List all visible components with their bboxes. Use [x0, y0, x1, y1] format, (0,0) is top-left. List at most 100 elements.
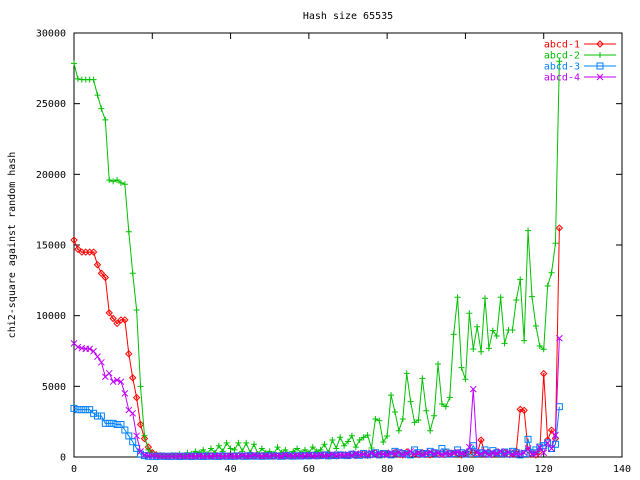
data-point [348, 432, 355, 439]
data-point [121, 426, 129, 434]
data-point [109, 314, 117, 323]
data-point [509, 326, 516, 333]
data-point [117, 378, 125, 386]
data-point [552, 240, 559, 247]
data-point [477, 450, 485, 458]
data-point [516, 450, 524, 458]
data-point [74, 343, 82, 351]
data-point [544, 282, 551, 289]
data-point [125, 228, 132, 235]
data-point [368, 449, 375, 457]
data-point [105, 309, 113, 317]
data-point [540, 449, 548, 457]
x-tick-label: 60 [303, 464, 315, 475]
data-point [208, 445, 214, 452]
data-point [544, 439, 551, 447]
data-point [450, 331, 457, 338]
data-point [532, 450, 540, 457]
data-point [141, 432, 148, 439]
data-point [552, 431, 559, 439]
data-point [481, 446, 489, 454]
data-point [422, 450, 430, 457]
data-point [454, 448, 461, 456]
data-point [423, 407, 430, 414]
data-point [337, 434, 344, 441]
data-point [364, 432, 371, 439]
data-point [278, 452, 285, 460]
legend-label: abcd-3 [544, 62, 580, 73]
data-point [231, 446, 238, 453]
data-point [391, 409, 398, 416]
data-point [438, 451, 446, 459]
data-point [597, 52, 603, 58]
data-point [113, 376, 121, 384]
data-point [129, 409, 137, 417]
axes: 0 5000 10000 15000 20000 25000 30000 0 20 40 60 80 1… [36, 29, 631, 476]
data-point [544, 439, 552, 447]
data-point [536, 443, 544, 451]
data-point [501, 340, 508, 347]
data-point [200, 446, 207, 453]
data-point [540, 346, 547, 353]
data-point [309, 444, 316, 451]
data-point [352, 450, 360, 457]
data-point [121, 390, 129, 397]
data-point [258, 445, 265, 452]
chart-title: Hash size 65535 [303, 11, 393, 22]
plot-area [70, 58, 564, 461]
data-point [524, 445, 532, 452]
data-point [399, 415, 406, 422]
data-point [547, 426, 556, 434]
data-point [596, 73, 604, 81]
data-point [97, 412, 105, 420]
data-point [532, 322, 539, 329]
data-point [403, 450, 411, 457]
data-point [113, 420, 121, 428]
data-point [137, 383, 144, 390]
data-point [133, 432, 140, 440]
data-point [121, 181, 128, 188]
data-point [117, 420, 125, 428]
data-point [407, 447, 414, 455]
data-point [105, 419, 113, 427]
data-point [243, 439, 250, 446]
y-tick-label: 0 [60, 453, 66, 464]
data-point [345, 438, 351, 445]
data-point [426, 448, 434, 456]
data-point [74, 406, 82, 414]
data-point [133, 307, 140, 314]
data-point [596, 40, 604, 48]
data-point [536, 343, 543, 350]
y-axis-label: chi2-square against random hash [7, 152, 18, 339]
data-point [109, 419, 117, 427]
data-point [442, 448, 450, 456]
data-point [90, 347, 97, 355]
data-point [520, 406, 528, 415]
data-point [540, 369, 548, 378]
data-point [470, 346, 477, 353]
data-point [129, 270, 136, 277]
data-point [548, 445, 556, 453]
data-point [419, 451, 426, 459]
data-point [110, 178, 117, 185]
data-point [93, 261, 102, 269]
data-point [70, 404, 78, 412]
data-point [282, 451, 289, 459]
data-point [383, 451, 391, 459]
x-tick-label: 140 [613, 464, 631, 475]
data-point [105, 369, 113, 377]
data-point [438, 401, 445, 407]
data-point [102, 116, 109, 123]
data-point [411, 419, 418, 426]
data-point [215, 442, 222, 449]
data-point [478, 348, 485, 355]
data-point [513, 296, 520, 303]
data-point [82, 406, 90, 414]
data-point [117, 179, 124, 186]
data-point [90, 76, 97, 83]
data-point [101, 419, 109, 427]
data-point [360, 434, 367, 441]
data-point [251, 441, 258, 448]
